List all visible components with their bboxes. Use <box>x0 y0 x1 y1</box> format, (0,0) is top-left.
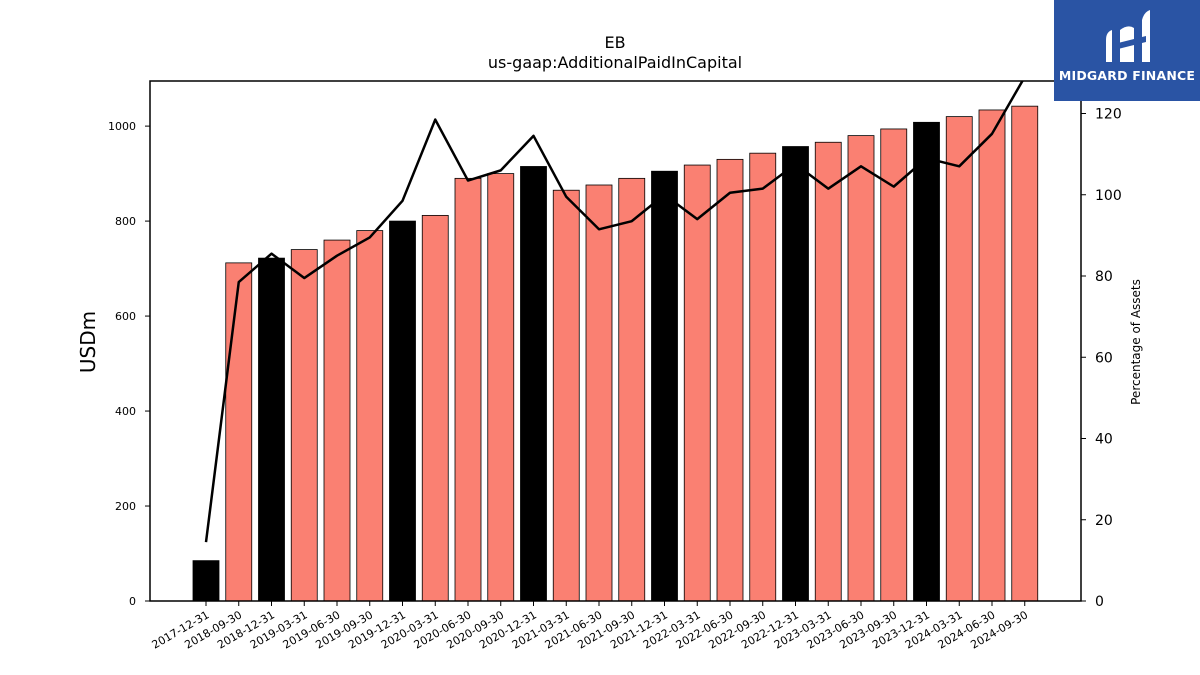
bar <box>356 230 384 602</box>
bar <box>421 214 449 602</box>
bar <box>389 220 416 602</box>
bar <box>782 146 809 602</box>
y2-tick-label: 100 <box>1095 188 1122 204</box>
y-tick-label: 600 <box>115 310 136 323</box>
bar <box>487 173 515 602</box>
logo-text: MIDGARD FINANCE <box>1058 68 1196 83</box>
y-tick-label: 0 <box>129 595 136 608</box>
bar <box>880 128 908 602</box>
bar <box>1011 105 1039 602</box>
y-tick-label: 1000 <box>108 120 136 133</box>
y2-tick-label: 80 <box>1095 269 1113 285</box>
bar <box>814 141 842 602</box>
bar <box>716 158 744 602</box>
bar <box>749 152 777 602</box>
y2-axis-label: Percentage of Assets <box>1129 279 1143 405</box>
y2-tick-label: 0 <box>1095 594 1104 610</box>
bar <box>945 116 973 602</box>
logo-mark-icon <box>1106 10 1150 62</box>
bar <box>913 121 940 602</box>
plot-frame <box>149 80 1082 602</box>
bar <box>847 135 875 602</box>
bar-series <box>192 105 1039 602</box>
y-tick-label: 800 <box>115 215 136 228</box>
y2-tick-label: 40 <box>1095 432 1113 448</box>
bar <box>683 164 711 602</box>
y-tick-label: 400 <box>115 405 136 418</box>
chart-title: EB <box>604 33 625 52</box>
bar <box>192 560 220 602</box>
y-tick-label: 200 <box>115 500 136 513</box>
percentage-line <box>204 81 1024 543</box>
y2-tick-label: 20 <box>1095 513 1113 529</box>
bar <box>225 262 253 602</box>
y2-tick-label: 60 <box>1095 350 1113 366</box>
bar <box>454 177 482 602</box>
bar <box>978 109 1006 602</box>
y2-tick-label: 120 <box>1095 107 1122 123</box>
chart-subtitle: us-gaap:AdditionalPaidInCapital <box>488 53 742 72</box>
bar <box>323 239 351 602</box>
line-series <box>204 81 1024 543</box>
bar <box>258 257 285 602</box>
bar <box>290 249 318 602</box>
bar <box>552 189 580 602</box>
midgard-finance-logo: MIDGARD FINANCE <box>1054 0 1200 101</box>
bar <box>585 184 613 602</box>
y-axis-label: USDm <box>76 311 100 373</box>
bar <box>651 170 678 602</box>
bar <box>618 177 646 602</box>
bar <box>520 166 547 602</box>
